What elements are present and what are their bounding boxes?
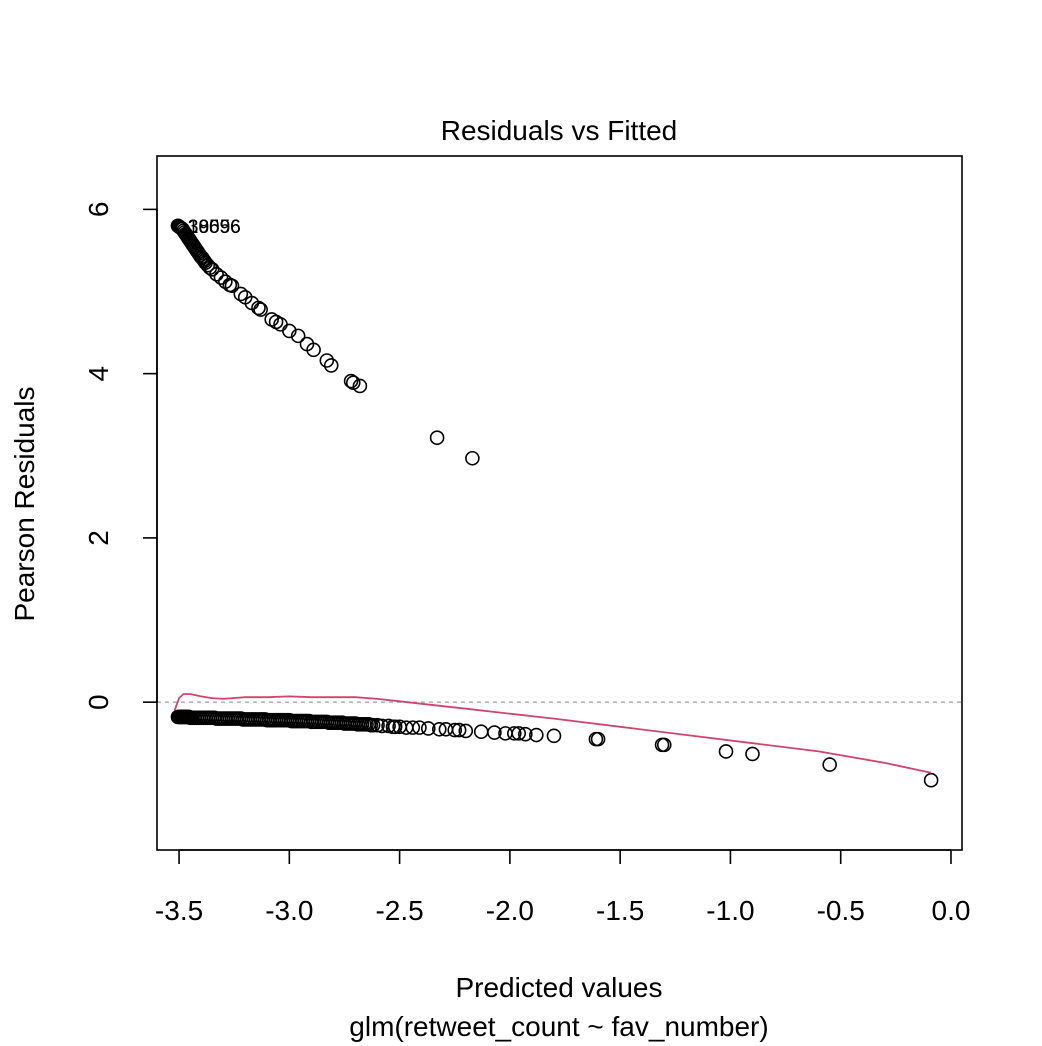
data-point bbox=[432, 721, 447, 737]
data-point bbox=[429, 430, 445, 446]
x-tick-label: -0.5 bbox=[817, 895, 865, 926]
data-point bbox=[745, 746, 760, 762]
data-point bbox=[546, 728, 562, 744]
data-point bbox=[224, 278, 240, 294]
data-point bbox=[412, 720, 427, 735]
data-point bbox=[251, 300, 266, 316]
y-tick-label: 4 bbox=[83, 366, 114, 382]
data-point bbox=[656, 737, 672, 753]
data-point bbox=[529, 727, 544, 743]
points-layer bbox=[170, 218, 939, 788]
data-point bbox=[487, 725, 502, 740]
data-point bbox=[923, 772, 939, 788]
point-label: 38596 bbox=[188, 217, 241, 238]
x-tick-label: -3.0 bbox=[265, 895, 313, 926]
data-point bbox=[447, 722, 463, 738]
y-tick-label: 0 bbox=[83, 694, 114, 710]
smooth-line bbox=[173, 693, 932, 774]
data-point bbox=[458, 723, 474, 739]
data-point bbox=[345, 375, 361, 390]
point-label: 30056 bbox=[188, 217, 241, 238]
data-point bbox=[511, 726, 526, 741]
data-point bbox=[387, 719, 403, 735]
y-tick-label: 2 bbox=[83, 530, 114, 546]
y-axis-label: Pearson Residuals bbox=[9, 386, 40, 621]
data-point bbox=[323, 358, 339, 373]
x-tick-label: -2.5 bbox=[375, 895, 423, 926]
chart-title: Residuals vs Fitted bbox=[441, 115, 678, 146]
x-tick-label: -3.5 bbox=[155, 895, 203, 926]
data-point bbox=[233, 286, 249, 302]
data-point bbox=[282, 323, 297, 339]
data-point bbox=[420, 721, 436, 736]
x-tick-label: -2.0 bbox=[486, 895, 534, 926]
data-point bbox=[506, 726, 522, 741]
y-tick-label: 6 bbox=[83, 202, 114, 218]
data-point bbox=[352, 378, 368, 394]
data-point bbox=[290, 328, 306, 344]
x-axis: -3.5 -3.0 -2.5 -2.0 -1.5 -1.0 -0.5 0.0 bbox=[155, 849, 971, 926]
data-point bbox=[451, 722, 467, 738]
data-point bbox=[204, 262, 220, 277]
data-point bbox=[822, 757, 837, 772]
data-point bbox=[213, 270, 229, 285]
data-point bbox=[306, 342, 321, 358]
data-point bbox=[465, 450, 480, 466]
data-point bbox=[253, 302, 268, 317]
data-point bbox=[319, 353, 335, 368]
x-tick-label: -1.0 bbox=[706, 895, 754, 926]
x-axis-label: Predicted values bbox=[455, 972, 662, 1003]
point-label: 19696 bbox=[188, 217, 241, 238]
y-axis: 0 2 4 6 bbox=[83, 202, 158, 710]
data-point bbox=[405, 720, 421, 735]
data-point bbox=[343, 373, 359, 389]
x-axis-sublabel: glm(retweet_count ~ fav_number) bbox=[349, 1011, 768, 1042]
data-point bbox=[200, 257, 216, 273]
x-tick-label: 0.0 bbox=[932, 895, 971, 926]
data-point bbox=[473, 724, 489, 740]
data-point bbox=[518, 726, 533, 742]
x-tick-label: -1.5 bbox=[596, 895, 644, 926]
data-point bbox=[365, 717, 381, 733]
data-point bbox=[718, 744, 734, 759]
data-point bbox=[590, 731, 606, 747]
plot-frame bbox=[156, 155, 963, 851]
data-point bbox=[209, 266, 224, 282]
